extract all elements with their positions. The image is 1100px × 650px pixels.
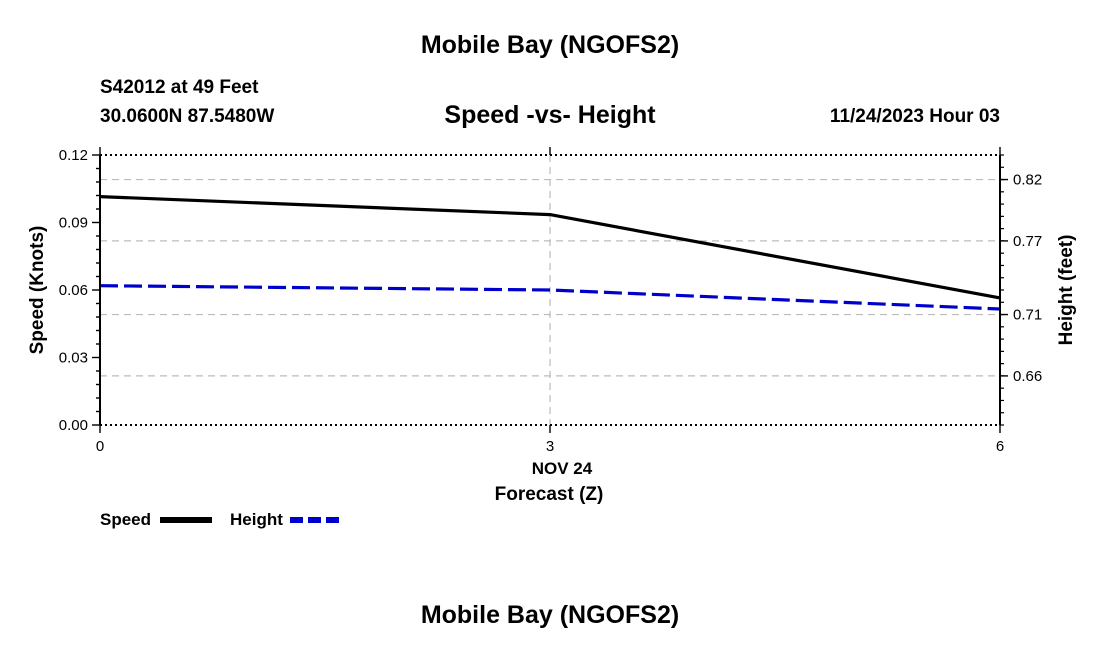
y-axis-title-left: Speed (Knots) — [27, 226, 48, 355]
x-tick-label: 3 — [546, 438, 554, 455]
tick-labels: 0.00 0.03 0.06 0.09 0.12 0.66 0.71 0.77 0.82 0 3 6 — [59, 147, 1042, 455]
axis-ticks — [92, 147, 1008, 433]
y-tick-label-right: 0.71 — [1013, 307, 1042, 324]
series-line-speed — [99, 195, 1001, 300]
station-label: S42012 at 49 Feet — [100, 77, 259, 98]
y-axis-title-right: Height (feet) — [1056, 235, 1077, 346]
x-tick-label: 0 — [96, 438, 104, 455]
legend: Speed Height — [100, 510, 342, 529]
series-line-height — [99, 284, 1001, 311]
chart-title-bottom: Mobile Bay (NGOFS2) — [420, 601, 680, 629]
y-tick-label-right: 0.77 — [1013, 233, 1042, 250]
y-tick-label-left: 0.00 — [59, 417, 88, 434]
station-coords: 30.0600N 87.5480W — [100, 106, 275, 127]
chart-subtitle: Speed -vs- Height — [444, 101, 656, 129]
legend-label-height: Height — [230, 510, 283, 529]
y-tick-label-right: 0.66 — [1013, 368, 1042, 385]
y-tick-label-left: 0.12 — [59, 147, 88, 164]
y-tick-label-right: 0.82 — [1013, 172, 1042, 189]
forecast-datetime: 11/24/2023 Hour 03 — [829, 106, 1000, 127]
x-tick-label: 6 — [996, 438, 1004, 455]
y-tick-label-left: 0.06 — [59, 282, 88, 299]
legend-label-speed: Speed — [100, 510, 151, 529]
y-tick-label-left: 0.09 — [59, 215, 88, 232]
x-axis-title: Forecast (Z) — [495, 484, 604, 505]
chart-title-top: Mobile Bay (NGOFS2) — [420, 31, 680, 59]
y-tick-label-left: 0.03 — [59, 350, 88, 367]
x-axis-date-label: NOV 24 — [532, 459, 593, 478]
